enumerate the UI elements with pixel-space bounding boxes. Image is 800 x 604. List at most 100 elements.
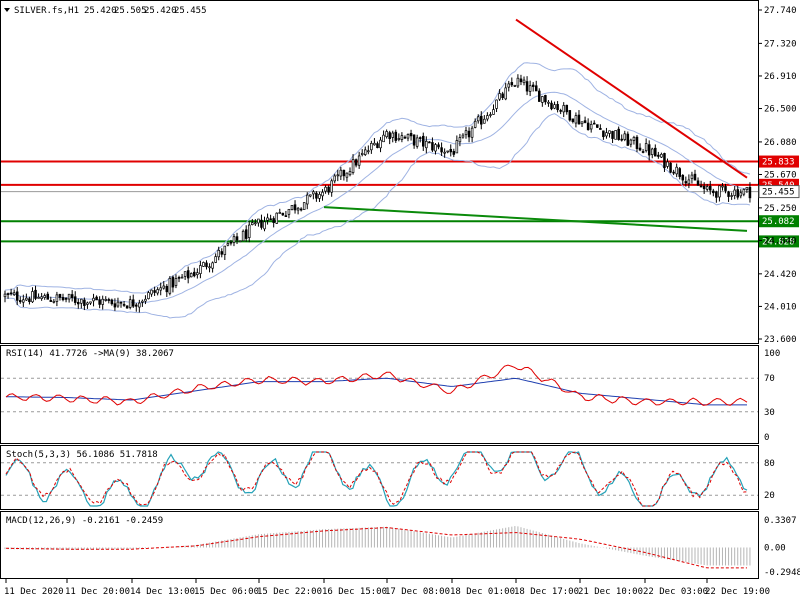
- candles: [3, 74, 752, 313]
- candle-body: [556, 104, 559, 111]
- candle-body: [15, 291, 19, 301]
- candle-body: [226, 243, 230, 246]
- macd-label: MACD(12,26,9) -0.2161 -0.2459: [6, 516, 163, 526]
- price-tick-label: 24.010: [764, 302, 797, 312]
- candle-body: [186, 270, 190, 279]
- candle-body: [538, 90, 541, 102]
- candle-body: [702, 185, 706, 190]
- candle-body: [260, 219, 263, 228]
- candle-body: [55, 294, 59, 302]
- candle-body: [373, 142, 376, 146]
- descending-trendline[interactable]: [515, 18, 748, 179]
- candle-body: [675, 166, 678, 175]
- candle-body: [28, 298, 31, 303]
- candle-body: [672, 171, 675, 174]
- candle-body: [177, 277, 181, 279]
- candle-body: [241, 230, 245, 242]
- candle-body: [461, 134, 465, 138]
- candle-body: [553, 104, 556, 109]
- candle-body: [608, 130, 611, 134]
- candle-body: [409, 132, 413, 137]
- candle-body: [690, 174, 694, 179]
- candle-body: [367, 150, 370, 153]
- price-tick-label: 24.840: [764, 236, 797, 246]
- candle-body: [531, 84, 535, 87]
- collapse-triangle-icon[interactable]: [4, 8, 10, 12]
- candle-body: [544, 95, 547, 103]
- candle-body: [70, 294, 74, 299]
- candle-body: [312, 191, 315, 195]
- candle-body: [232, 236, 236, 243]
- candle-body: [473, 120, 477, 128]
- candle-body: [86, 302, 89, 305]
- candle-body: [104, 298, 108, 301]
- candle-body: [489, 114, 492, 116]
- candle-body: [480, 115, 483, 125]
- candle-body: [345, 172, 349, 178]
- candle-body: [351, 159, 355, 173]
- stoch-main-line: [5, 451, 748, 507]
- candle-body: [559, 110, 562, 112]
- rsi-label: RSI(14) 41.7726 ->MA(9) 38.2067: [6, 349, 174, 359]
- price-pane: [0, 0, 759, 344]
- current-price-label: 25.455: [762, 188, 795, 198]
- candle-body: [257, 218, 260, 224]
- macd-tick-label: 0.3307: [764, 516, 797, 526]
- candle-body: [113, 303, 117, 308]
- candle-body: [519, 78, 523, 83]
- candle-body: [397, 138, 401, 140]
- candle-body: [605, 132, 608, 137]
- candle-body: [382, 134, 385, 143]
- candle-body: [199, 265, 202, 274]
- time-axis-label: 16 Dec 15:00: [322, 587, 387, 597]
- rsi-line: [5, 364, 748, 406]
- candle-body: [657, 154, 660, 157]
- candle-body: [153, 290, 156, 293]
- candle-body: [162, 285, 166, 289]
- price-tick-label: 26.080: [764, 138, 797, 148]
- level-price-label: 25.082: [762, 217, 795, 227]
- candle-body: [73, 296, 77, 303]
- candle-body: [165, 285, 169, 293]
- candle-body: [568, 110, 572, 121]
- candle-body: [141, 300, 144, 303]
- candle-body: [287, 208, 291, 215]
- candle-body: [565, 104, 569, 113]
- candle-body: [724, 186, 727, 191]
- candle-body: [547, 101, 550, 104]
- candle-body: [577, 114, 581, 125]
- candle-body: [727, 191, 730, 197]
- candle-body: [138, 302, 141, 308]
- macd-pane: [0, 511, 759, 579]
- candle-body: [211, 262, 214, 269]
- time-axis-label: 15 Dec 06:00: [194, 587, 259, 597]
- candle-body: [31, 291, 34, 303]
- candle-body: [214, 256, 217, 263]
- candle-body: [330, 180, 333, 193]
- candle-body: [388, 132, 391, 140]
- level-price-badge: [759, 155, 799, 168]
- candle-body: [18, 300, 22, 303]
- candle-body: [644, 143, 648, 152]
- stoch-signal-line: [5, 451, 748, 507]
- candle-body: [254, 222, 257, 225]
- candle-body: [168, 278, 172, 294]
- candle-body: [739, 192, 743, 197]
- candle-body: [202, 262, 205, 267]
- candle-body: [296, 207, 300, 211]
- candle-body: [693, 173, 697, 181]
- candle-body: [363, 149, 367, 155]
- rsi-tick-label: 70: [764, 374, 775, 384]
- candle-body: [712, 190, 715, 194]
- candle-body: [428, 141, 431, 144]
- candle-body: [34, 289, 37, 299]
- candle-body: [272, 218, 275, 223]
- candle-body: [180, 276, 184, 279]
- candle-body: [507, 83, 511, 88]
- candle-body: [412, 134, 416, 146]
- candle-body: [321, 191, 324, 197]
- candle-body: [492, 109, 495, 115]
- support-trendline[interactable]: [323, 206, 748, 232]
